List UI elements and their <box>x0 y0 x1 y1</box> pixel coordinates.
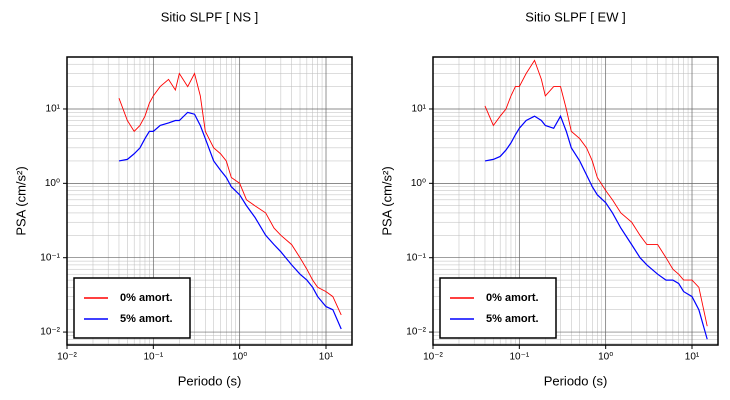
x-tick-label: 10¹ <box>319 352 334 363</box>
plot-frame <box>66 56 353 346</box>
legend-box <box>73 277 191 339</box>
x-tick-label: 10¹ <box>685 352 700 363</box>
legend-box <box>439 277 557 339</box>
data-line <box>484 59 708 327</box>
y-tick-label: 10¹ <box>46 104 61 115</box>
y-tick-label: 10⁰ <box>45 178 60 189</box>
y-tick-label: 10⁻² <box>406 327 426 338</box>
y-tick-label: 10⁻¹ <box>40 252 60 263</box>
y-axis-label: PSA (cm/s²) <box>13 166 28 235</box>
legend-label: 5% amort. <box>120 313 173 325</box>
data-line <box>484 114 708 340</box>
x-tick-label: 10⁰ <box>598 352 613 363</box>
y-tick-label: 10⁻¹ <box>406 252 426 263</box>
legend-label: 0% amort. <box>120 292 173 304</box>
x-tick-label: 10⁻¹ <box>143 352 163 363</box>
y-tick-label: 10¹ <box>412 104 427 115</box>
y-axis-label: PSA (cm/s²) <box>379 166 394 235</box>
data-line <box>118 72 342 316</box>
y-tick-label: 10⁰ <box>411 178 426 189</box>
chart: 10⁻² 10⁻¹ 10⁰ 10¹ 10⁻² 10⁻¹ 10⁰ 10¹ Sitio SLPF [… <box>13 9 353 388</box>
data-line <box>118 111 342 330</box>
chart: 10⁻² 10⁻¹ 10⁰ 10¹ 10⁻² 10⁻¹ 10⁰ 10¹ Sitio SLPF [… <box>379 9 719 388</box>
x-axis-label: Periodo (s) <box>178 373 242 388</box>
x-tick-label: 10⁰ <box>232 352 247 363</box>
legend-label: 0% amort. <box>486 292 539 304</box>
legend: 0% amort. 5% amort. <box>73 277 191 339</box>
chart-title: Sitio SLPF [ EW ] <box>525 9 625 24</box>
legend: 0% amort. 5% amort. <box>439 277 557 339</box>
x-axis-label: Periodo (s) <box>544 373 608 388</box>
y-tick-label: 10⁻² <box>40 327 60 338</box>
plot-frame <box>432 56 719 346</box>
chart-title: Sitio SLPF [ NS ] <box>161 9 259 24</box>
x-tick-label: 10⁻¹ <box>509 352 529 363</box>
x-tick-label: 10⁻² <box>423 352 443 363</box>
legend-label: 5% amort. <box>486 313 539 325</box>
x-tick-label: 10⁻² <box>57 352 77 363</box>
